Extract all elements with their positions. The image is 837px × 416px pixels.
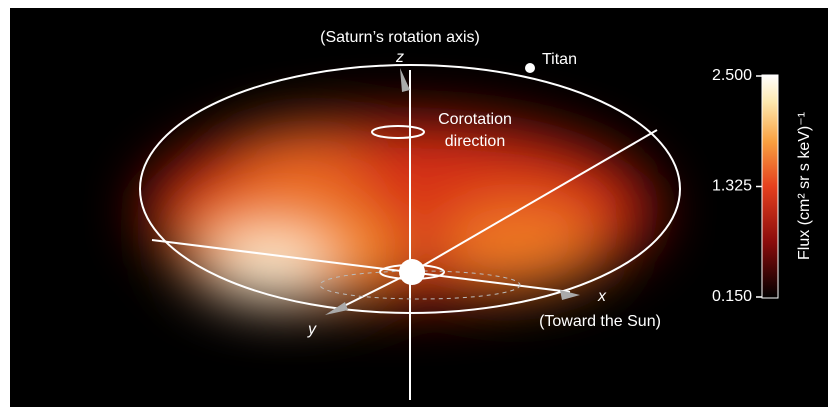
titan: [525, 63, 535, 73]
colorbar-tick-label: 1.325: [712, 178, 752, 195]
titan-label: Titan: [542, 51, 577, 68]
axis-caption: (Saturn’s rotation axis): [320, 29, 480, 46]
sun-label: (Toward the Sun): [539, 313, 661, 330]
figure: (Saturn’s rotation axis) z Titan Corotat…: [0, 0, 837, 416]
colorbar-tick-label: 2.500: [712, 67, 752, 84]
corotation-label: Corotation: [438, 111, 512, 128]
saturn: [399, 259, 425, 285]
y-label: y: [307, 321, 317, 338]
colorbar-gradient: [762, 75, 778, 298]
x-label: x: [597, 288, 607, 305]
colorbar-label: Flux (cm² sr s keV)⁻¹: [796, 112, 813, 260]
corotation-label: direction: [445, 133, 505, 150]
page: (Saturn’s rotation axis) z Titan Corotat…: [0, 0, 837, 416]
colorbar-tick-label: 0.150: [712, 288, 752, 305]
z-label: z: [395, 49, 404, 66]
